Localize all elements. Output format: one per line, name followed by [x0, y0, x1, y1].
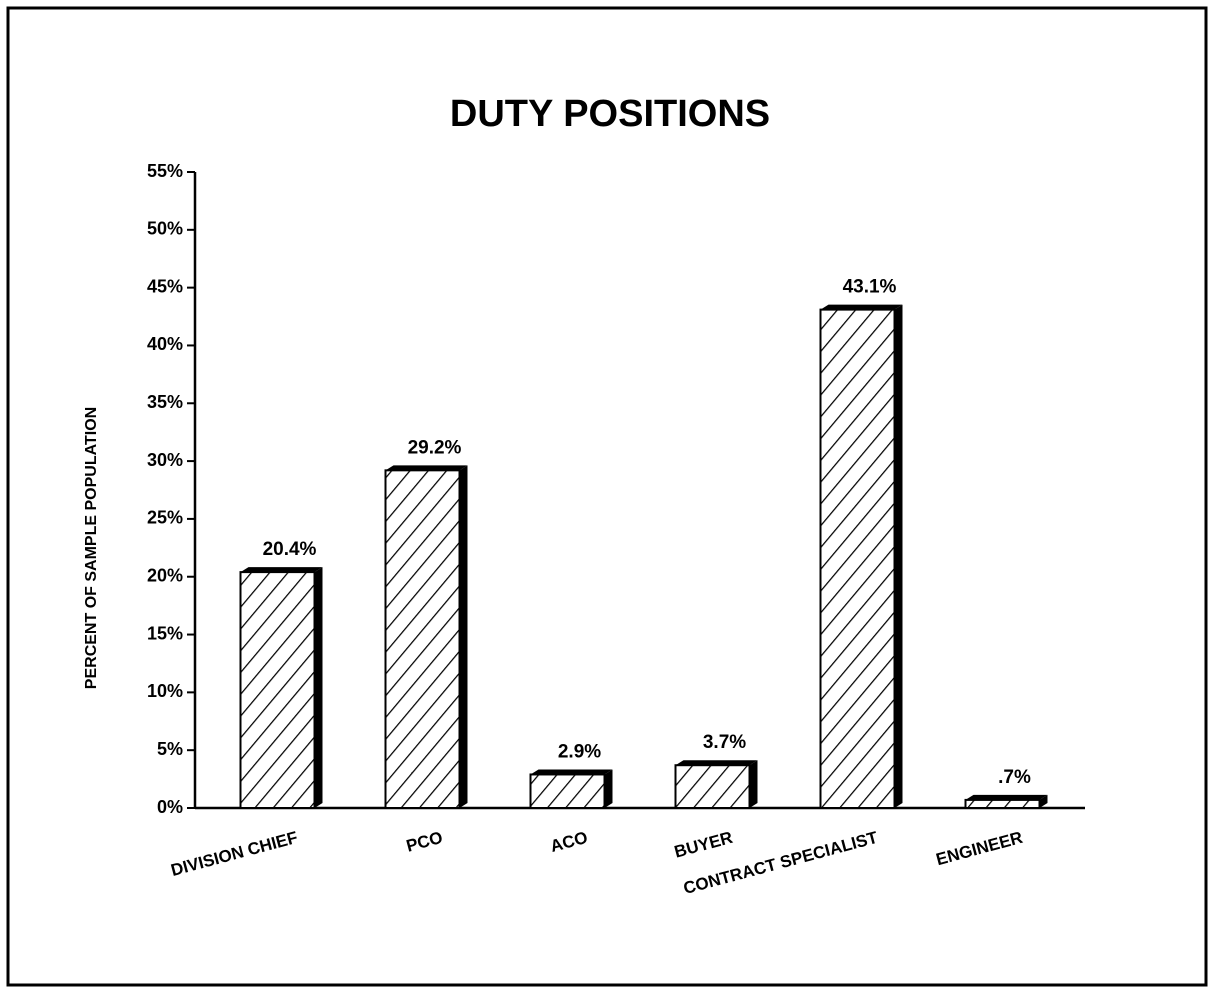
y-tick-label: 0%	[157, 797, 183, 817]
y-tick-label: 55%	[147, 161, 183, 181]
value-label: 2.9%	[558, 741, 601, 762]
y-axis-label: PERCENT OF SAMPLE POPULATION	[83, 407, 100, 689]
bar	[239, 571, 316, 809]
bar-top	[820, 304, 903, 310]
frame	[6, 6, 1208, 987]
bar-top	[385, 465, 468, 471]
bar	[674, 764, 751, 809]
y-tick-label: 20%	[147, 565, 183, 585]
y-tick-label: 15%	[147, 623, 183, 643]
value-label: 3.7%	[703, 732, 746, 753]
y-tick-label: 30%	[147, 450, 183, 470]
y-tick-label: 25%	[147, 508, 183, 528]
bar-top	[530, 769, 613, 775]
bar-top	[965, 794, 1048, 800]
y-tick-label: 45%	[147, 276, 183, 296]
bar-side	[1039, 794, 1048, 808]
chart-title: DUTY POSITIONS	[450, 93, 770, 135]
bar	[384, 469, 461, 809]
bar-side	[459, 465, 468, 808]
bar	[964, 798, 1041, 810]
value-label: 29.2%	[408, 437, 462, 458]
bar-top	[675, 760, 758, 766]
bar-side	[604, 769, 613, 808]
bar-top	[240, 567, 323, 573]
value-label: .7%	[998, 767, 1031, 788]
bar	[529, 773, 606, 809]
bar-side	[894, 304, 903, 808]
bar	[819, 308, 896, 809]
y-tick-label: 35%	[147, 392, 183, 412]
y-tick-label: 10%	[147, 681, 183, 701]
y-tick-label: 40%	[147, 334, 183, 354]
bar-side	[314, 567, 323, 808]
bar-side	[749, 760, 758, 808]
value-label: 20.4%	[263, 539, 317, 560]
y-tick-label: 5%	[157, 739, 183, 759]
value-label: 43.1%	[843, 277, 897, 298]
y-tick-label: 50%	[147, 219, 183, 239]
